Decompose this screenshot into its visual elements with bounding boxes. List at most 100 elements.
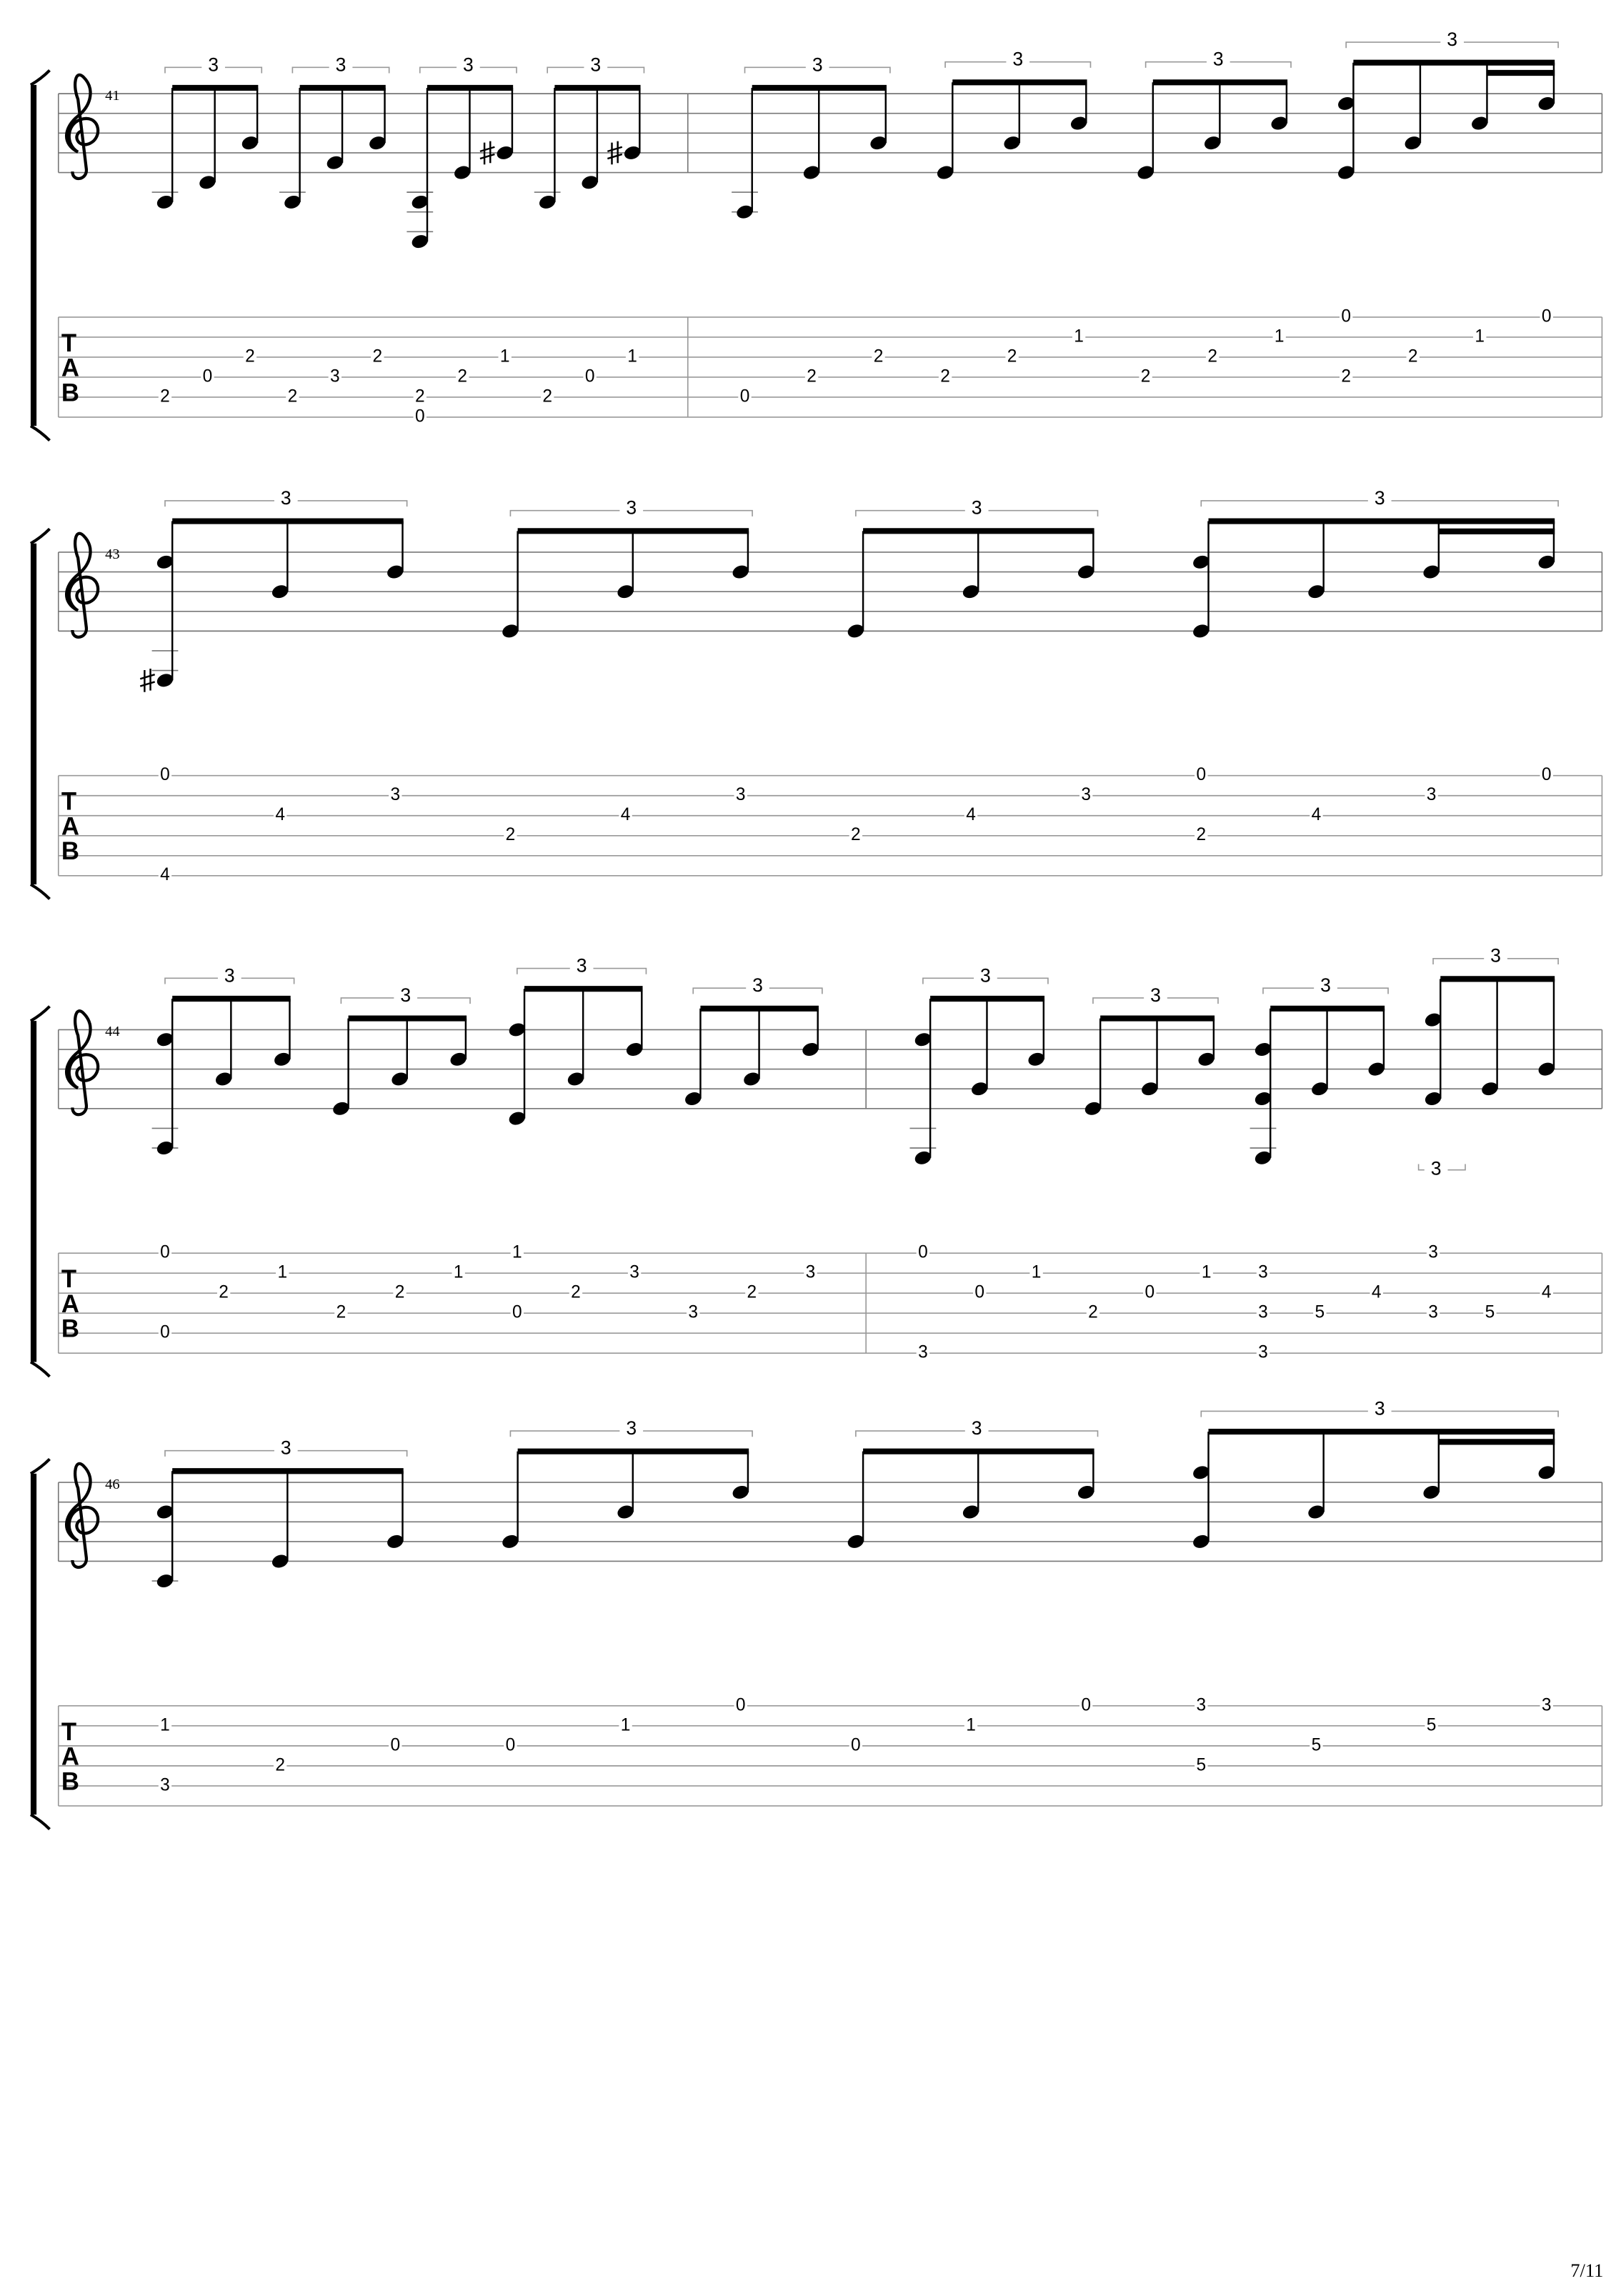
fret-background xyxy=(1143,1284,1157,1302)
fret-background xyxy=(964,807,978,825)
tuplet-bracket xyxy=(1092,997,1219,1004)
bracket-end xyxy=(29,883,51,900)
fret-number: 2 xyxy=(571,1283,581,1302)
fret-number: 2 xyxy=(160,386,170,406)
notehead xyxy=(450,1052,467,1066)
fret-background xyxy=(1540,308,1553,326)
notehead xyxy=(1255,1092,1272,1105)
fret-background xyxy=(510,1304,524,1322)
notehead xyxy=(962,1505,979,1519)
fret-number: 0 xyxy=(851,1735,861,1755)
treble-clef xyxy=(65,1462,100,1569)
fret-background xyxy=(1310,807,1323,825)
fret-number: 2 xyxy=(372,346,382,366)
notehead xyxy=(1312,1082,1328,1096)
notehead xyxy=(1405,136,1421,150)
notehead xyxy=(870,136,887,150)
measure-number: 41 xyxy=(105,88,119,104)
fret-number: 2 xyxy=(542,386,552,406)
bracket-end xyxy=(29,1005,51,1022)
tuplet-bracket xyxy=(944,61,1092,68)
notehead xyxy=(617,585,634,599)
notehead xyxy=(1423,1485,1440,1499)
notehead xyxy=(567,1072,584,1086)
fret-number: 0 xyxy=(203,366,213,386)
fret-background xyxy=(619,1717,632,1735)
notehead xyxy=(617,1505,634,1519)
tuplet-number: 3 xyxy=(626,1417,637,1439)
notehead xyxy=(1538,1062,1555,1076)
fret-number: 3 xyxy=(1427,785,1437,804)
sharp-sign xyxy=(479,141,495,165)
notehead xyxy=(1538,555,1555,569)
fret-number: 3 xyxy=(1428,1243,1438,1262)
fret-number: 1 xyxy=(277,1263,287,1282)
notehead xyxy=(1078,1485,1094,1499)
fret-background xyxy=(1256,1304,1270,1322)
notehead xyxy=(937,166,954,179)
tab-letter: A xyxy=(61,1291,79,1318)
tab-letter: T xyxy=(61,789,76,816)
notehead xyxy=(1204,136,1221,150)
tab-letter: T xyxy=(61,1266,76,1293)
fret-background xyxy=(569,1284,583,1302)
notehead xyxy=(737,205,753,219)
fret-background xyxy=(216,1284,231,1302)
notehead xyxy=(1193,624,1209,638)
tab-letter: T xyxy=(61,330,76,357)
notehead xyxy=(732,1485,749,1499)
notehead xyxy=(1368,1062,1385,1076)
notehead xyxy=(156,555,174,569)
bracket-end xyxy=(29,527,51,545)
notehead xyxy=(1423,565,1440,579)
fret-number: 1 xyxy=(500,346,510,366)
fret-background xyxy=(938,368,952,386)
tuplet-number: 3 xyxy=(1375,1397,1385,1419)
treble-clef xyxy=(65,1009,100,1117)
fret-number: 3 xyxy=(1258,1303,1268,1322)
fret-number: 3 xyxy=(918,1343,928,1362)
bracket-end xyxy=(29,1360,51,1378)
fret-number: 3 xyxy=(1258,1263,1268,1282)
fret-number: 2 xyxy=(1408,346,1418,366)
notehead xyxy=(539,195,556,209)
fret-background xyxy=(1199,1264,1213,1282)
notehead xyxy=(582,176,598,189)
fret-background xyxy=(273,1757,287,1775)
fret-number: 1 xyxy=(966,1715,976,1735)
fret-background xyxy=(1426,1304,1440,1322)
fret-number: 5 xyxy=(1315,1303,1325,1322)
fret-number: 0 xyxy=(736,1695,746,1714)
fret-background xyxy=(1483,1304,1497,1322)
fret-number: 1 xyxy=(512,1243,522,1262)
fret-background xyxy=(389,1737,402,1755)
fret-number: 0 xyxy=(415,406,425,426)
tuplet-number: 3 xyxy=(577,955,587,977)
tuplet-number: 3 xyxy=(224,964,235,986)
fret-number: 0 xyxy=(1081,1695,1091,1714)
notehead xyxy=(962,585,979,599)
fret-number: 0 xyxy=(506,1735,516,1755)
fret-number: 2 xyxy=(851,825,861,844)
fret-number: 2 xyxy=(874,346,884,366)
tuplet-number: 3 xyxy=(1320,974,1331,996)
fret-number: 2 xyxy=(1088,1303,1098,1322)
tuplet-bracket xyxy=(1345,41,1559,49)
tuplet-number: 3 xyxy=(281,1437,291,1459)
fret-background xyxy=(413,408,427,426)
tuplet-bracket xyxy=(1432,957,1559,964)
fret-number: 5 xyxy=(1196,1755,1206,1775)
notehead xyxy=(497,146,513,159)
notehead xyxy=(156,195,174,209)
tuplet-bracket xyxy=(419,66,517,74)
fret-number: 1 xyxy=(627,346,637,366)
fret-number: 2 xyxy=(219,1283,229,1302)
notehead xyxy=(509,1023,525,1037)
fret-background xyxy=(273,807,287,825)
notehead xyxy=(1538,1466,1555,1479)
tuplet-bracket xyxy=(164,500,408,507)
notehead xyxy=(1538,96,1555,110)
